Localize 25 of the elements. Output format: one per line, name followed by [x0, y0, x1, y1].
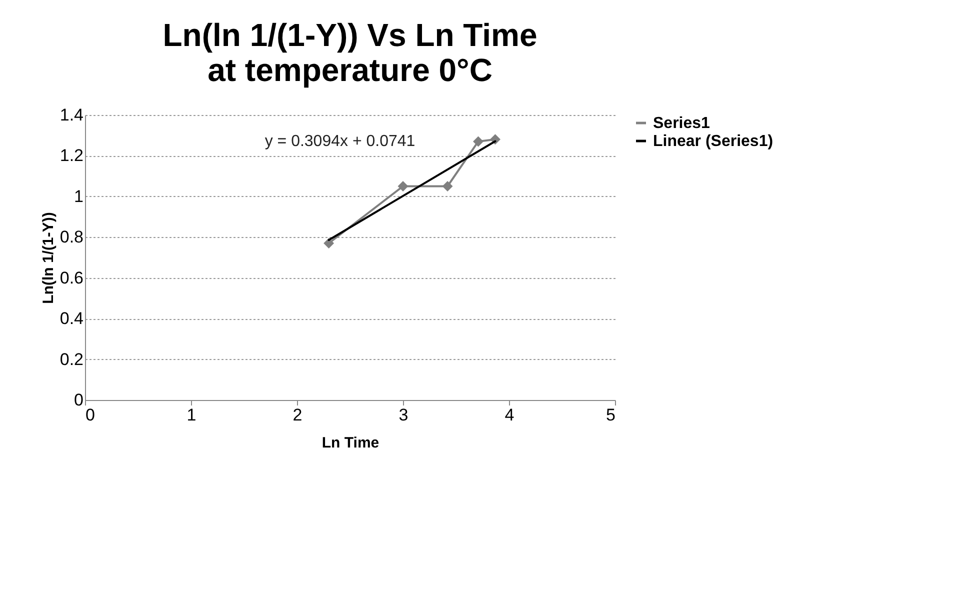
y-tick-label: 0.8 — [60, 228, 84, 247]
point — [324, 238, 334, 248]
x-tick-label: 4 — [504, 406, 514, 424]
y-tick-label: 1.4 — [60, 106, 84, 124]
x-tick-label: 0 — [86, 406, 95, 424]
legend-label: Series1 — [653, 115, 710, 132]
legend-label: Linear (Series1) — [653, 133, 774, 150]
point — [442, 181, 453, 192]
y-tick-label: 0.4 — [60, 309, 84, 328]
point — [473, 136, 484, 147]
x-axis-title: Ln Time — [322, 434, 380, 452]
x-tick-label: 3 — [398, 406, 408, 424]
annotation: y = 0.3094x + 0.0741 — [264, 133, 416, 150]
point — [398, 181, 408, 192]
y-tick-label: 1 — [74, 186, 84, 206]
x-tick-label: 1 — [186, 406, 196, 424]
x-tick-label: 5 — [606, 406, 616, 424]
y-tick-label: 0.2 — [60, 350, 84, 369]
y-tick-label: 1.2 — [60, 146, 84, 166]
x-tick-label: 2 — [292, 406, 302, 424]
y-tick-label: 0.6 — [60, 268, 84, 288]
y-tick-label: 0 — [74, 390, 84, 410]
chart-title: Ln(ln 1/(1-Y)) Vs Ln Time — [162, 17, 538, 53]
chart-subtitle: at temperature 0°C — [208, 52, 492, 88]
y-axis-title: Ln(ln 1/(1-Y)) — [40, 212, 57, 304]
